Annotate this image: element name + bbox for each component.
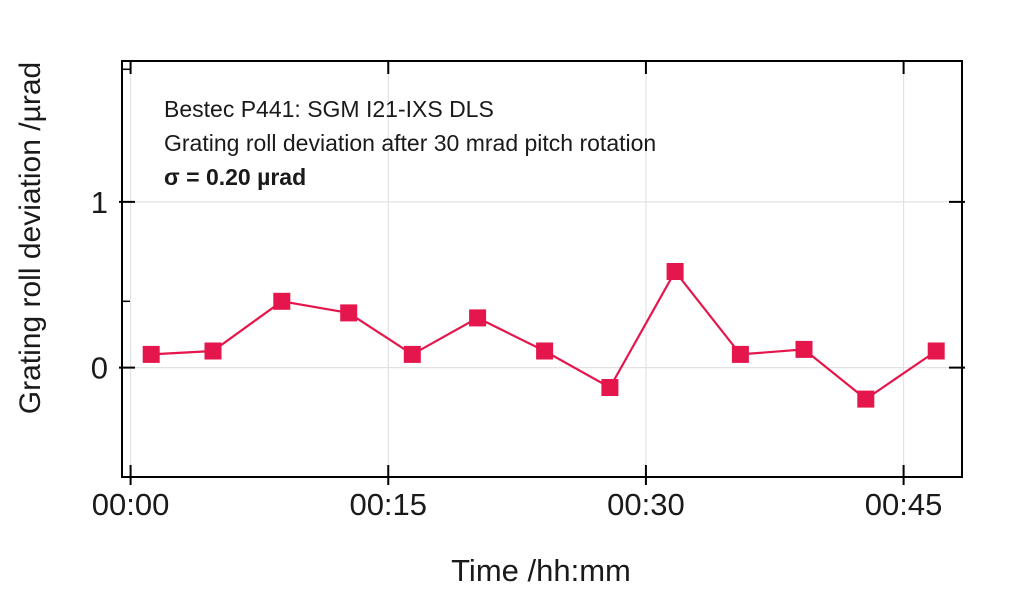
data-point-marker: [403, 345, 421, 363]
data-point-marker: [340, 304, 358, 322]
plot-annotation: Bestec P441: SGM I21-IXS DLS Grating rol…: [164, 92, 656, 194]
data-point-marker: [469, 309, 487, 327]
data-line: [151, 269, 937, 401]
annotation-sigma: σ = 0.20 µrad: [164, 164, 307, 190]
data-point-marker: [536, 342, 554, 360]
data-point-marker: [204, 342, 222, 360]
data-point-marker: [731, 345, 749, 363]
x-tick-label: 00:00: [92, 487, 170, 522]
annotation-description: Grating roll deviation after 30 mrad pit…: [164, 130, 657, 156]
y-axis-label: Grating roll deviation /µrad: [14, 61, 47, 415]
data-point-marker: [666, 263, 684, 280]
y-tick-label: 1: [91, 185, 108, 220]
plot-frame: [121, 60, 963, 478]
data-point-marker: [273, 292, 291, 310]
x-tick-label: 00:45: [865, 487, 943, 522]
x-tick-label: 00:15: [349, 487, 427, 522]
data-point-marker: [601, 379, 619, 396]
data-point-marker: [795, 340, 813, 358]
y-tick-label: 0: [91, 351, 108, 386]
annotation-beamline: Bestec P441: SGM I21-IXS DLS: [164, 96, 494, 122]
x-tick-label: 00:30: [607, 487, 685, 522]
data-point-marker: [142, 345, 160, 363]
x-axis-label: Time /hh:mm: [451, 553, 631, 588]
data-point-marker: [927, 342, 945, 360]
data-point-marker: [857, 390, 875, 408]
